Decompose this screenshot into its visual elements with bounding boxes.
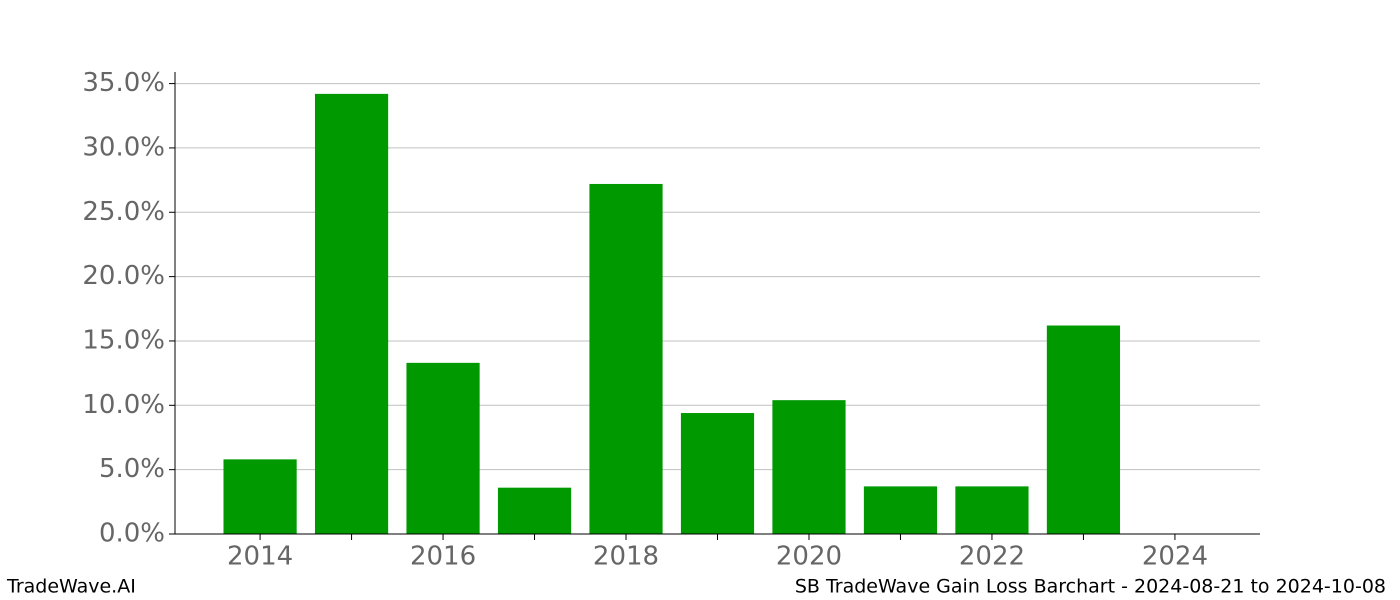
x-tick-label: 2016 (410, 542, 476, 572)
y-tick-label: 20.0% (82, 261, 165, 291)
y-tick-label: 10.0% (82, 390, 165, 420)
y-tick-label: 0.0% (99, 519, 165, 549)
bar (863, 486, 938, 534)
bar (314, 93, 389, 534)
x-tick-label: 2024 (1142, 542, 1208, 572)
bar (406, 362, 480, 534)
y-tick-label: 30.0% (82, 132, 165, 162)
bar (772, 400, 846, 534)
y-tick-label: 35.0% (82, 68, 165, 98)
chart-title: SB TradeWave Gain Loss Barchart - 2024-0… (795, 576, 1386, 598)
bar (497, 487, 572, 534)
bar (680, 413, 755, 534)
x-tick-label: 2018 (593, 542, 659, 572)
source-label: TradeWave.AI (6, 576, 136, 598)
bar (955, 486, 1029, 534)
bar (223, 459, 297, 534)
bar (1046, 325, 1121, 534)
y-tick-label: 5.0% (99, 454, 165, 484)
y-tick-label: 25.0% (82, 197, 165, 227)
x-tick-label: 2022 (959, 542, 1025, 572)
y-tick-label: 15.0% (82, 325, 165, 355)
bar (589, 183, 663, 534)
x-tick-label: 2014 (227, 542, 293, 572)
x-tick-label: 2020 (776, 542, 842, 572)
